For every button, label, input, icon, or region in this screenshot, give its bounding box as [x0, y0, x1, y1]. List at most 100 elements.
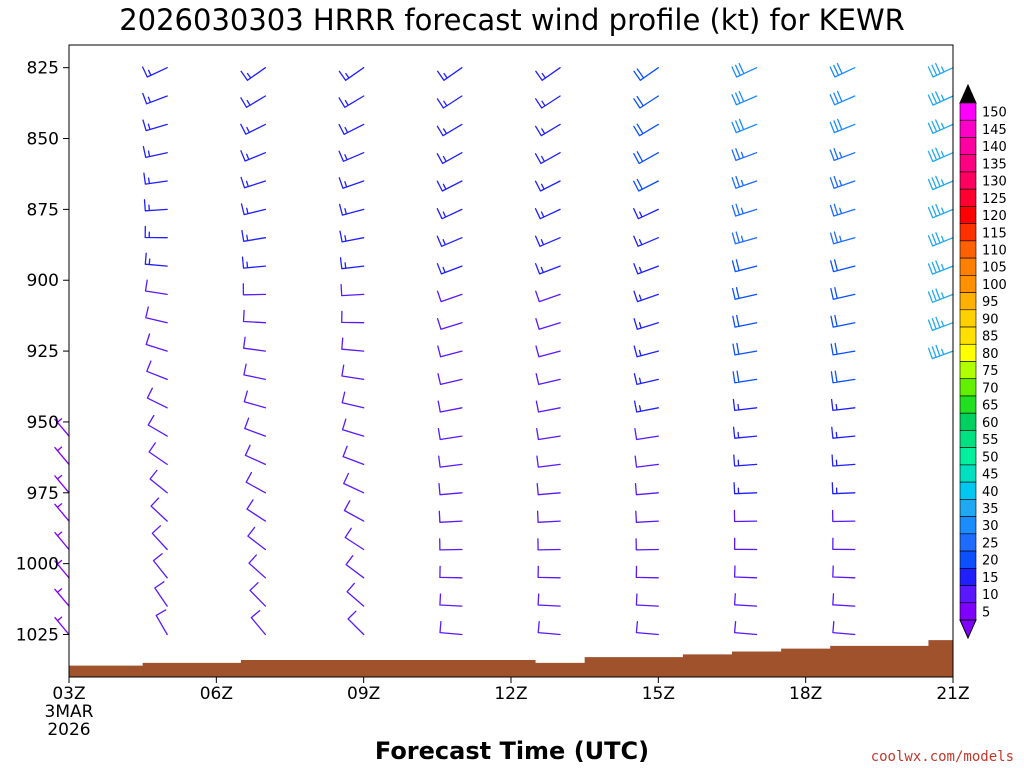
wind-barb: [54, 559, 70, 579]
wind-barb: [831, 454, 856, 467]
wind-barb: [339, 230, 365, 243]
colorbar-swatch: [959, 309, 977, 328]
wind-barb: [436, 95, 463, 109]
wind-barb: [830, 287, 856, 300]
y-tick-label: 925: [27, 342, 59, 362]
wind-barb: [829, 175, 856, 189]
wind-barb: [927, 175, 954, 191]
wind-barb: [732, 342, 758, 356]
colorbar-label: 35: [982, 502, 999, 517]
wind-barb: [54, 588, 70, 607]
colorbar-label: 25: [982, 536, 999, 551]
wind-barb: [341, 310, 365, 324]
colorbar-label: 50: [982, 450, 999, 465]
chart-title: 2026030303 HRRR forecast wind profile (k…: [119, 3, 905, 37]
wind-barb: [147, 414, 168, 437]
wind-barb: [829, 90, 856, 106]
colorbar-swatch: [959, 395, 977, 414]
wind-barb: [436, 290, 463, 303]
wind-barb: [439, 565, 463, 579]
wind-barb: [341, 391, 365, 409]
x-tick-label: 06Z: [200, 684, 233, 704]
barb-column-14h: [731, 62, 758, 636]
wind-barb: [439, 593, 463, 607]
wind-barb: [243, 363, 267, 381]
wind-barb: [242, 283, 267, 296]
colorbar-swatch: [959, 240, 977, 259]
wind-barb: [436, 180, 463, 192]
wind-barb: [731, 118, 758, 134]
colorbar-label: 150: [982, 106, 1007, 121]
wind-barb: [436, 152, 463, 165]
x-tick-label: 09Z: [347, 684, 380, 704]
colorbar-label: 105: [982, 261, 1007, 276]
x-tick-date-label: 3MAR: [45, 702, 94, 722]
y-tick-label: 825: [27, 59, 59, 79]
wind-barb: [342, 445, 365, 466]
wind-barb: [633, 235, 659, 247]
wind-barb: [340, 283, 365, 297]
wind-barb: [240, 67, 267, 81]
wind-barb: [240, 203, 267, 216]
wind-barb: [144, 279, 168, 296]
y-tick-label: 850: [27, 130, 59, 150]
ground-surface: [69, 640, 953, 677]
wind-barb: [927, 288, 954, 303]
wind-barb: [534, 235, 561, 247]
colorbar-bottom-arrow: [959, 619, 977, 640]
colorbar-swatch: [959, 257, 977, 276]
wind-barb: [142, 92, 168, 105]
wind-barb: [733, 537, 758, 551]
wind-barb: [242, 336, 267, 352]
wind-barb: [831, 482, 856, 495]
wind-barb: [829, 203, 856, 217]
colorbar-swatch: [959, 499, 977, 517]
colorbar-label: 65: [982, 399, 999, 414]
wind-barb: [534, 152, 561, 165]
colorbar-swatch: [959, 447, 977, 466]
wind-barb: [733, 620, 758, 636]
y-tick-label: 950: [27, 413, 59, 433]
wind-barb: [345, 555, 365, 579]
wind-barb: [343, 500, 365, 522]
wind-barb: [436, 235, 463, 247]
wind-barb: [338, 177, 365, 189]
wind-barb: [341, 418, 365, 437]
colorbar-label: 20: [982, 554, 999, 569]
colorbar-swatch: [959, 292, 977, 311]
x-tick-label: 18Z: [789, 684, 822, 704]
wind-barb: [732, 398, 758, 412]
wind-barb: [240, 123, 267, 135]
colorbar-swatch: [959, 223, 977, 242]
wind-barb: [830, 259, 856, 273]
colorbar-swatch: [959, 206, 977, 224]
wind-barb: [633, 345, 659, 358]
colorbar-label: 10: [982, 588, 999, 603]
wind-barb: [536, 483, 561, 496]
colorbar-label: 75: [982, 364, 999, 379]
wind-barb: [829, 148, 856, 162]
wind-barb: [830, 314, 856, 328]
colorbar-label: 145: [982, 123, 1007, 138]
wind-barb: [54, 616, 70, 636]
wind-barb: [535, 400, 561, 413]
wind-barb: [927, 203, 954, 219]
x-tick-label: 15Z: [642, 684, 675, 704]
wind-barb: [927, 62, 954, 78]
colorbar-swatch: [959, 412, 977, 431]
wind-barb: [146, 387, 168, 409]
colorbar-label: 95: [982, 295, 999, 310]
wind-barb: [635, 510, 659, 523]
wind-barbs: [54, 62, 954, 636]
wind-barb: [633, 151, 659, 165]
wind-barb: [240, 150, 267, 162]
colorbar-label: 85: [982, 330, 999, 345]
colorbar-swatch: [959, 361, 977, 380]
wind-barb: [633, 263, 659, 275]
wind-barb: [831, 509, 856, 523]
wind-barb: [341, 337, 365, 352]
wind-barb: [145, 333, 168, 352]
colorbar-swatch: [959, 516, 977, 535]
colorbar-top-arrow: [959, 83, 977, 104]
